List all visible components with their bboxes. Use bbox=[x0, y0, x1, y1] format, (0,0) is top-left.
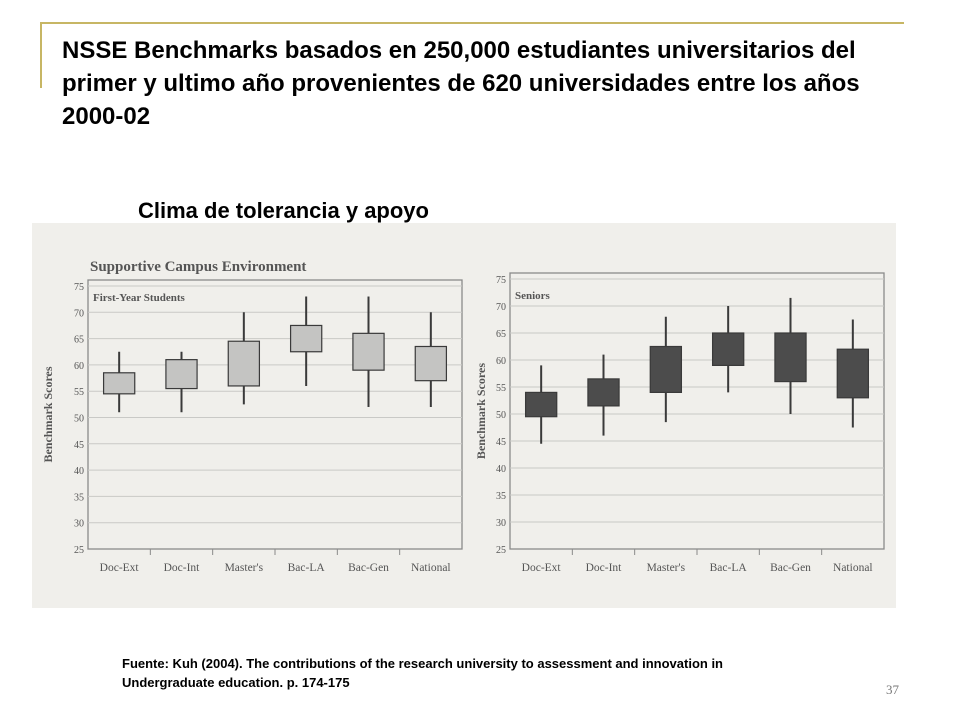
y-tick-label: 35 bbox=[74, 492, 84, 503]
title-accent-line-left bbox=[40, 22, 42, 88]
y-tick-label: 55 bbox=[74, 387, 84, 398]
slide-subtitle: Clima de tolerancia y apoyo bbox=[138, 198, 429, 223]
y-axis-label: Benchmark Scores bbox=[474, 363, 488, 459]
x-category-label: Bac-Gen bbox=[770, 562, 811, 574]
y-tick-label: 60 bbox=[74, 361, 84, 372]
x-category-label: National bbox=[833, 562, 873, 574]
y-tick-label: 45 bbox=[74, 440, 84, 451]
panel-label: Seniors bbox=[515, 290, 551, 302]
y-tick-label: 55 bbox=[496, 383, 506, 394]
x-category-label: National bbox=[411, 562, 451, 574]
plot-frame bbox=[509, 272, 885, 550]
y-tick-label: 70 bbox=[74, 308, 84, 319]
y-tick-label: 30 bbox=[74, 519, 84, 530]
title-accent-line-top bbox=[40, 22, 904, 24]
y-tick-label: 35 bbox=[496, 491, 506, 502]
box bbox=[414, 345, 448, 382]
box bbox=[289, 324, 323, 353]
box bbox=[587, 378, 620, 407]
box bbox=[102, 372, 136, 395]
x-category-label: Doc-Ext bbox=[522, 562, 562, 574]
slide-number: 37 bbox=[886, 682, 899, 697]
x-category-label: Doc-Ext bbox=[100, 562, 140, 574]
y-tick-label: 45 bbox=[496, 437, 506, 448]
x-category-label: Doc-Int bbox=[586, 562, 623, 574]
y-tick-label: 65 bbox=[74, 335, 84, 346]
chart-panel-2: 25 30 35 40 45 50 55 60 65 70 75 Benchmark Scores Se… bbox=[474, 272, 885, 574]
box bbox=[227, 340, 261, 387]
y-tick-label: 75 bbox=[496, 275, 506, 286]
y-tick-label: 25 bbox=[496, 545, 506, 556]
x-category-label: Master's bbox=[647, 562, 686, 574]
chart-panel-1: 25 30 35 40 45 50 55 60 65 70 75 Benchmark Scores Fi… bbox=[41, 279, 463, 574]
y-axis-label: Benchmark Scores bbox=[41, 366, 55, 462]
y-tick-label: 40 bbox=[74, 466, 84, 477]
boxplot-figure: Supportive Campus Environment 25 30 35 40 45… bbox=[41, 259, 885, 574]
box bbox=[524, 391, 558, 418]
box bbox=[352, 332, 385, 371]
y-tick-label: 25 bbox=[74, 545, 84, 556]
x-category-label: Master's bbox=[225, 562, 264, 574]
box bbox=[165, 359, 198, 390]
x-category-label: Bac-Gen bbox=[348, 562, 389, 574]
y-tick-label: 60 bbox=[496, 356, 506, 367]
source-caption-line-1: Fuente: Kuh (2004). The contributions of… bbox=[122, 656, 723, 671]
x-category-label: Bac-LA bbox=[710, 562, 748, 574]
box bbox=[774, 332, 807, 383]
box bbox=[649, 345, 683, 394]
source-caption: Fuente: Kuh (2004). The contributions of… bbox=[122, 654, 902, 692]
source-caption-line-2: Undergraduate education. p. 174-175 bbox=[122, 675, 350, 690]
box bbox=[836, 348, 870, 399]
figure-title: Supportive Campus Environment bbox=[90, 259, 306, 275]
y-tick-label: 50 bbox=[74, 414, 84, 425]
x-category-label: Bac-LA bbox=[288, 562, 326, 574]
plot-frame bbox=[87, 279, 463, 550]
y-tick-label: 65 bbox=[496, 329, 506, 340]
box bbox=[711, 332, 745, 367]
y-tick-label: 30 bbox=[496, 518, 506, 529]
panel-label: First-Year Students bbox=[93, 292, 185, 304]
y-tick-label: 50 bbox=[496, 410, 506, 421]
y-tick-label: 75 bbox=[74, 282, 84, 293]
x-category-label: Doc-Int bbox=[164, 562, 201, 574]
scanned-figure: Supportive Campus Environment 25 30 35 40 45… bbox=[32, 223, 896, 608]
y-tick-label: 40 bbox=[496, 464, 506, 475]
y-tick-label: 70 bbox=[496, 302, 506, 313]
slide-title: NSSE Benchmarks basados en 250,000 estud… bbox=[62, 37, 860, 130]
